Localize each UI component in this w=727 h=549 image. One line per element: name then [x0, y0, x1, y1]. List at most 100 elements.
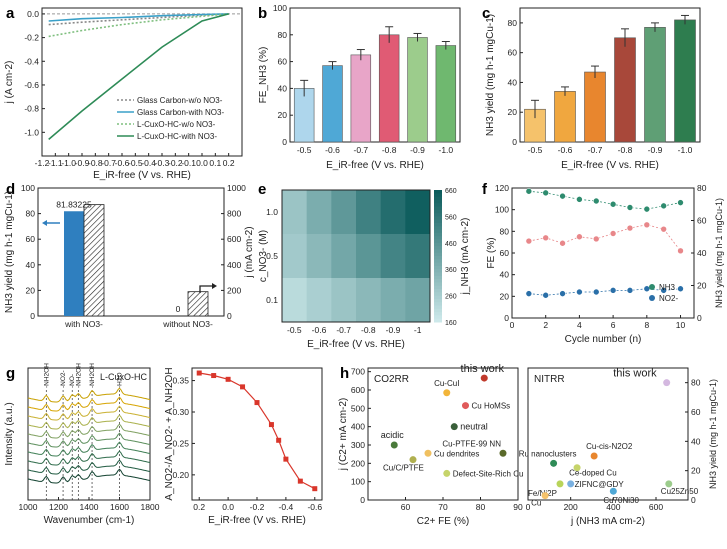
- panel-f-point: [576, 233, 583, 241]
- panel-a-legend-label: Glass Carbon-w/o NO3-: [137, 96, 223, 105]
- panel-h2-right-ytick-label: 0: [691, 495, 696, 505]
- panel-h1-title: CO2RR: [374, 374, 409, 385]
- panel-c-bar: [674, 19, 696, 143]
- panel-e-heatmap-cell: [405, 190, 431, 235]
- panel-e-colorbar-step: [434, 315, 442, 320]
- panel-g2-point: [276, 437, 282, 443]
- panel-e-frame: [281, 189, 431, 323]
- panel-e-colorbar-tick: 160: [445, 320, 457, 327]
- panel-h2-point: [541, 492, 549, 500]
- panel-h2-title: NITRR: [534, 374, 565, 385]
- panel-f-legend-marker: [649, 295, 655, 301]
- panel-f-point: [559, 192, 566, 200]
- panel-e-colorbar-step: [434, 318, 442, 323]
- panel-a-xtick-label: 0.2: [223, 158, 235, 168]
- panel-f-point: [626, 204, 634, 211]
- panel-e-colorbar-step: [434, 275, 442, 280]
- panel-b-bar: [322, 65, 343, 143]
- panel-h2-point-label: Cu70Ni30: [603, 496, 639, 505]
- panel-e-colorbar-step: [434, 232, 442, 237]
- panel-f-point: [525, 187, 533, 195]
- panel-g1-spectrum-line: [27, 450, 151, 466]
- panel-e-heatmap-cell: [306, 278, 332, 323]
- panel-f-point: [626, 224, 634, 232]
- panel-f-right-ytick-label: 40: [697, 248, 707, 258]
- panel-e-heatmap-cell: [356, 234, 382, 279]
- panel-g2-ytick-label: 0.30: [172, 407, 189, 417]
- panel-g2-fit-line: [199, 372, 316, 490]
- panel-d-y2label: j (mA cm-2): [244, 226, 255, 278]
- panel-e-xtick-label: -0.5: [287, 325, 302, 335]
- panel-h2-point: [663, 379, 671, 387]
- panel-a-legend-label: Glass Carbon-with NO3-: [137, 108, 224, 117]
- panel-e-colorbar-tick: 660: [445, 188, 457, 195]
- panel-e-heatmap-cell: [356, 190, 382, 235]
- panel-h1-point: [480, 374, 488, 382]
- panel-f-point: [525, 237, 533, 245]
- panel-e-colorbar-step: [434, 252, 442, 257]
- panel-label-g: g: [6, 365, 15, 382]
- panel-f-series-line: [528, 190, 681, 210]
- panel-g1-peak-annotation: -NH2OH: [75, 363, 82, 388]
- panel-d-right-ytick-label: 0: [227, 311, 232, 321]
- panel-e-colorbar-label: j_NH3 (mA cm-2): [460, 218, 471, 296]
- panel-f-point: [576, 288, 583, 296]
- panel-g2-ytick-label: 0.20: [172, 470, 189, 480]
- panel-h2-point-label: Ru nanoclusters: [519, 449, 577, 458]
- panel-a-xtick-label: -0.5: [128, 158, 143, 168]
- panel-e-colorbar-step: [434, 279, 442, 283]
- panel-g2-xtick-label: -0.2: [250, 502, 265, 512]
- panel-d-ytick-label: 40: [26, 260, 36, 270]
- panel-label-h: h: [340, 365, 349, 382]
- panel-h2-right-ytick-label: 40: [691, 436, 701, 446]
- panel-h1-ytick-label: 700: [351, 367, 365, 377]
- panel-e-colorbar-step: [434, 265, 442, 270]
- panel-f-xtick-label: 4: [577, 320, 582, 330]
- panel-h2-point-label: Cu-cis-N2O2: [586, 442, 633, 451]
- panel-d-current-bar: [187, 291, 209, 317]
- panel-c-ytick-label: 80: [508, 18, 518, 28]
- panel-a-ytick-label: -0.2: [24, 33, 39, 43]
- panel-g2-point: [268, 422, 274, 428]
- panel-e-colorbar-step: [434, 226, 442, 231]
- panel-h2-point: [550, 459, 558, 467]
- panel-h2-xtick-label: 200: [564, 502, 578, 512]
- panel-h2-ylabel: NH3 yield (mg h-1 mgCu-1): [708, 379, 718, 489]
- panel-e-colorbar-step: [434, 206, 442, 211]
- panel-h2-frame: [527, 367, 689, 501]
- panel-g2-point: [254, 400, 260, 406]
- panel-d-category-label: without NO3-: [162, 319, 213, 329]
- panel-b-xlabel: E_iR-free (V vs. RHE): [326, 160, 424, 171]
- panel-h1-point: [443, 469, 451, 477]
- panel-d-dual-axis-bar-chart: 0204060801000200400600800100081.83225wit…: [4, 183, 255, 329]
- panel-c-category-label: -0.9: [648, 145, 663, 155]
- panel-e-colorbar-step: [434, 259, 442, 264]
- panel-a-xtick-label: -0.8: [88, 158, 103, 168]
- panel-f-ytick-label: 120: [495, 183, 509, 193]
- panel-a-frame: [41, 7, 243, 157]
- panel-h1-point-label: neutral: [460, 422, 488, 432]
- panel-f-right-ytick-label: 80: [697, 183, 707, 193]
- panel-g2-point: [297, 478, 303, 484]
- panel-a-xtick-label: -1.2: [35, 158, 50, 168]
- panel-h1-point-label: Cu dendrites: [434, 449, 479, 458]
- panel-e-colorbar-tick: 260: [445, 294, 457, 301]
- panel-b-category-label: -0.6: [325, 145, 340, 155]
- panel-g2-point: [312, 486, 318, 492]
- panel-e-colorbar-step: [434, 199, 442, 204]
- panel-c-yield-bar-chart: 0 20 40 60 80 -0.5 -0.6 -0.7 -0.8 -0.9 -1.0 E_iR-fr…: [485, 7, 701, 171]
- panel-g2-xtick-label: -0.4: [279, 502, 294, 512]
- panel-e-xtick-label: -0.6: [312, 325, 327, 335]
- panel-d-ytick-label: 100: [21, 183, 35, 193]
- panel-d-right-ytick-label: 1000: [227, 183, 246, 193]
- panel-f-ylabel: FE (%): [486, 237, 497, 268]
- panel-f-point: [677, 247, 684, 255]
- panel-c-category-label: -0.7: [588, 145, 603, 155]
- panel-f-point: [525, 290, 533, 297]
- panel-h1-xlabel: C2+ FE (%): [417, 516, 470, 527]
- panel-e-xtick-label: -0.8: [361, 325, 376, 335]
- panel-h2-xtick-label: 600: [649, 502, 663, 512]
- panel-f-series-line: [528, 224, 681, 252]
